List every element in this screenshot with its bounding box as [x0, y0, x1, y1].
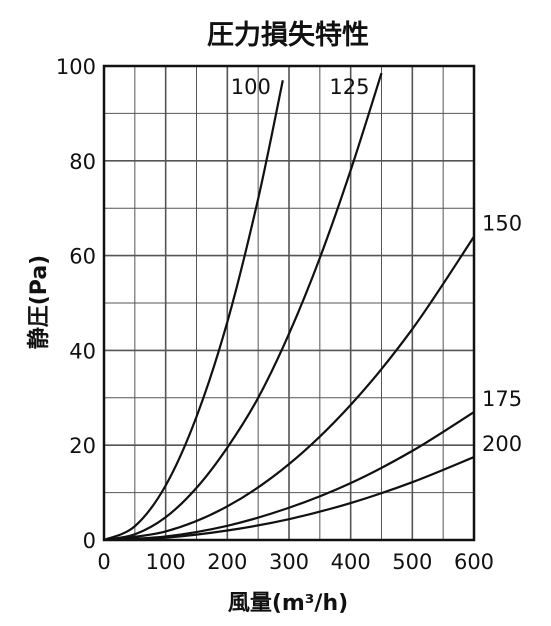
series-line-100: [104, 79, 284, 540]
y-tick-label: 0: [83, 529, 96, 553]
x-tick-label: 0: [97, 550, 110, 574]
x-axis-label: 風量(m³/h): [228, 591, 348, 616]
y-tick-label: 100: [56, 55, 96, 79]
chart-title: 圧力損失特性: [207, 20, 369, 51]
x-tick-label: 200: [207, 550, 247, 574]
plot-frame: [102, 64, 476, 542]
series-line-150: [104, 236, 474, 540]
y-tick-label: 20: [69, 434, 96, 458]
x-tick-label: 400: [331, 550, 371, 574]
series-label-175: 175: [482, 387, 522, 411]
y-tick-labels: 0 20 40 60 80 100: [56, 55, 96, 553]
series-line-125: [104, 72, 383, 540]
series-line-175: [104, 411, 474, 540]
series-labels: 100 125 150 175 200: [231, 75, 522, 456]
series-label-200: 200: [482, 432, 522, 456]
y-axis-label: 静圧(Pa): [26, 255, 52, 350]
x-tick-label: 600: [454, 550, 494, 574]
y-tick-label: 40: [69, 339, 96, 363]
y-tick-label: 60: [69, 245, 96, 269]
series-lines: [104, 72, 474, 540]
x-tick-labels: 0 100 200 300 400 500 600: [97, 550, 494, 574]
series-label-100: 100: [231, 75, 271, 99]
grid: [103, 65, 475, 541]
y-tick-label: 80: [69, 150, 96, 174]
series-label-125: 125: [329, 75, 369, 99]
x-tick-label: 300: [269, 550, 309, 574]
x-tick-label: 100: [146, 550, 186, 574]
x-tick-label: 500: [392, 550, 432, 574]
series-line-200: [104, 456, 474, 540]
series-label-150: 150: [482, 212, 522, 236]
